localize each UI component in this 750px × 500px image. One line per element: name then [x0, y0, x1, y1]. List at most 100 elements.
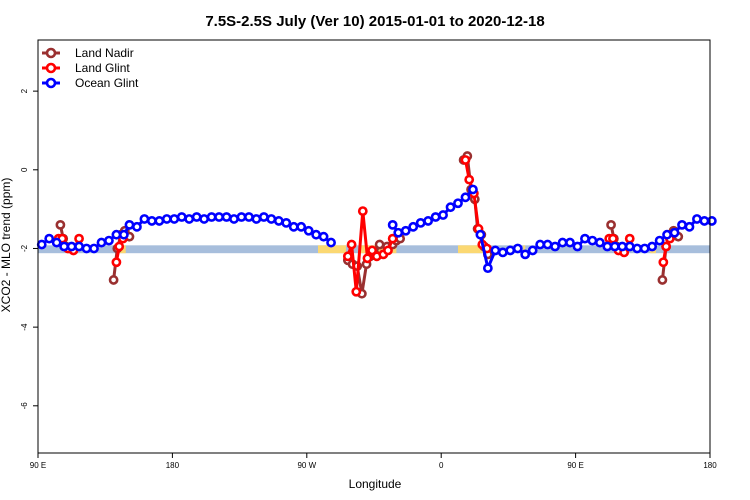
data-point	[191, 212, 202, 222]
data-point	[624, 241, 635, 252]
y-axis-label: XCO2 - MLO trend (ppm)	[0, 178, 13, 313]
data-point	[387, 233, 398, 244]
data-point	[124, 219, 135, 230]
band-highlight	[318, 245, 346, 254]
y-tick-label: 0	[20, 167, 29, 172]
x-tick-label: 90 W	[297, 461, 316, 470]
legend-item: Land Nadir	[42, 46, 134, 60]
data-point	[699, 216, 710, 226]
data-point	[468, 184, 478, 195]
data-point	[367, 245, 378, 256]
data-point	[66, 241, 77, 252]
data-point	[362, 253, 373, 264]
data-point	[221, 212, 232, 222]
data-point	[475, 229, 486, 240]
data-point	[505, 245, 516, 256]
legend-swatch-marker	[45, 47, 57, 59]
data-point	[132, 221, 142, 232]
data-point	[602, 241, 613, 252]
data-point	[400, 225, 411, 236]
data-point	[423, 216, 434, 226]
legend-label: Land Glint	[75, 61, 130, 75]
data-point	[512, 243, 523, 254]
data-point	[214, 212, 224, 222]
x-tick-label: 0	[439, 461, 444, 470]
data-point	[169, 214, 180, 224]
data-point	[617, 241, 628, 252]
data-point	[266, 214, 277, 224]
data-point	[657, 275, 668, 285]
x-axis-label: Longitude	[349, 477, 402, 491]
data-point	[74, 241, 84, 252]
data-point	[139, 214, 150, 224]
data-point	[692, 214, 702, 224]
data-point	[453, 198, 463, 209]
data-point	[542, 239, 553, 250]
data-point	[609, 241, 620, 252]
data-point	[357, 206, 368, 216]
data-point	[273, 216, 284, 226]
data-point	[606, 219, 616, 230]
data-point	[647, 241, 658, 252]
data-point	[161, 214, 172, 224]
data-point	[44, 233, 55, 244]
legend-label: Land Nadir	[75, 46, 134, 60]
data-point	[229, 214, 239, 224]
legend-swatch-marker	[45, 77, 57, 89]
data-point	[639, 243, 650, 254]
data-point	[251, 214, 262, 224]
data-point	[632, 243, 643, 254]
data-point	[36, 239, 47, 250]
data-point	[55, 219, 66, 230]
data-point	[580, 233, 590, 244]
data-point	[608, 233, 618, 244]
data-point	[624, 233, 635, 244]
x-tick-label: 90 E	[567, 461, 583, 470]
data-point	[460, 192, 471, 203]
data-point	[326, 237, 336, 248]
data-point	[288, 221, 299, 232]
data-point	[661, 241, 672, 252]
data-point	[351, 286, 362, 297]
data-point	[206, 212, 217, 222]
band-highlight	[458, 245, 486, 254]
data-point	[51, 237, 62, 248]
data-point	[342, 251, 353, 262]
data-point	[684, 221, 695, 232]
data-point	[303, 225, 314, 236]
data-point	[594, 237, 605, 248]
legend-label: Ocean Glint	[75, 76, 139, 90]
data-point	[393, 227, 404, 238]
data-point	[96, 237, 107, 248]
data-point	[490, 245, 501, 256]
data-point	[281, 217, 292, 228]
data-point	[460, 155, 471, 165]
legend-item: Ocean Glint	[42, 76, 139, 90]
data-point	[520, 249, 531, 260]
data-point	[445, 202, 456, 213]
data-point	[104, 235, 114, 246]
series-layer	[36, 151, 717, 299]
y-tick-label: -4	[20, 323, 29, 331]
series-ocean-glint	[36, 184, 717, 274]
data-point	[383, 245, 393, 256]
data-point	[535, 239, 546, 250]
x-tick-label: 180	[166, 461, 180, 470]
data-point	[59, 241, 70, 252]
data-point	[199, 214, 210, 224]
data-point	[408, 221, 419, 232]
data-point	[415, 217, 426, 228]
data-point	[374, 239, 385, 250]
data-point	[118, 229, 129, 240]
data-point	[296, 221, 307, 232]
data-point	[146, 216, 157, 226]
data-point	[346, 239, 357, 250]
legend-swatch-marker	[45, 62, 57, 74]
data-point	[236, 212, 247, 222]
data-point	[497, 247, 508, 258]
y-tick-label: 2	[20, 88, 29, 93]
data-point	[464, 174, 475, 185]
axes: 90 E 180 90 W 0 90 E 180 2 0 -2 -4 -6	[20, 39, 717, 470]
data-point	[557, 237, 568, 248]
